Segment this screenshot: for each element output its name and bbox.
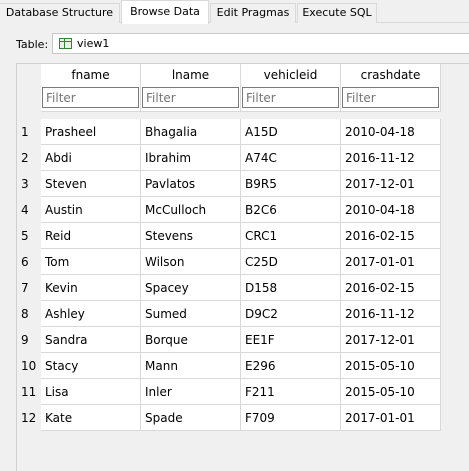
table-cell-vehicleid[interactable]: F709: [241, 405, 341, 431]
table-cell-lname[interactable]: McCulloch: [141, 197, 241, 223]
table-cell-lname[interactable]: Ibrahim: [141, 145, 241, 171]
row-number[interactable]: 3: [17, 171, 41, 197]
column-title: crashdate: [360, 68, 421, 82]
column-header-crashdate[interactable]: crashdate: [341, 64, 441, 112]
table-cell-crashdate[interactable]: 2016-11-12: [341, 301, 441, 327]
row-number[interactable]: 11: [17, 379, 41, 405]
row-number[interactable]: 8: [17, 301, 41, 327]
table-cell-fname[interactable]: Abdi: [41, 145, 141, 171]
row-number[interactable]: 10: [17, 353, 41, 379]
row-number[interactable]: 4: [17, 197, 41, 223]
column-title: lname: [171, 68, 210, 82]
table-cell-crashdate[interactable]: 2016-02-15: [341, 275, 441, 301]
table-cell-vehicleid[interactable]: D158: [241, 275, 341, 301]
row-number[interactable]: 7: [17, 275, 41, 301]
column-header-vehicleid[interactable]: vehicleid: [241, 64, 341, 112]
table-cell-lname[interactable]: Pavlatos: [141, 171, 241, 197]
table-icon: [59, 38, 72, 49]
tab-bar: Database Structure Browse Data Edit Prag…: [0, 0, 469, 24]
row-number[interactable]: 5: [17, 223, 41, 249]
table-cell-lname[interactable]: Stevens: [141, 223, 241, 249]
browse-data-panel: Table: view1 fname lname vehicleid crash…: [0, 23, 469, 471]
table-cell-vehicleid[interactable]: A74C: [241, 145, 341, 171]
table-cell-fname[interactable]: Austin: [41, 197, 141, 223]
table-cell-fname[interactable]: Reid: [41, 223, 141, 249]
table-cell-vehicleid[interactable]: B9R5: [241, 171, 341, 197]
table-cell-lname[interactable]: Bhagalia: [141, 119, 241, 145]
table-cell-lname[interactable]: Spade: [141, 405, 241, 431]
row-number[interactable]: 6: [17, 249, 41, 275]
table-cell-crashdate[interactable]: 2017-01-01: [341, 249, 441, 275]
table-cell-fname[interactable]: Ashley: [41, 301, 141, 327]
table-cell-crashdate[interactable]: 2010-04-18: [341, 197, 441, 223]
table-cell-crashdate[interactable]: 2010-04-18: [341, 119, 441, 145]
column-header-fname[interactable]: fname: [41, 64, 141, 112]
table-select-value: view1: [77, 37, 110, 50]
table-cell-fname[interactable]: Kevin: [41, 275, 141, 301]
table-cell-vehicleid[interactable]: CRC1: [241, 223, 341, 249]
table-cell-crashdate[interactable]: 2015-05-10: [341, 379, 441, 405]
table-cell-fname[interactable]: Stacy: [41, 353, 141, 379]
table-cell-fname[interactable]: Kate: [41, 405, 141, 431]
table-cell-crashdate[interactable]: 2015-05-10: [341, 353, 441, 379]
row-number[interactable]: 12: [17, 405, 41, 431]
column-title: fname: [71, 68, 110, 82]
filter-input-lname[interactable]: [142, 87, 239, 108]
column-header-lname[interactable]: lname: [141, 64, 241, 112]
table-cell-vehicleid[interactable]: E296: [241, 353, 341, 379]
table-cell-lname[interactable]: Wilson: [141, 249, 241, 275]
table-cell-fname[interactable]: Steven: [41, 171, 141, 197]
table-cell-lname[interactable]: Spacey: [141, 275, 241, 301]
table-cell-vehicleid[interactable]: C25D: [241, 249, 341, 275]
filter-input-crashdate[interactable]: [342, 87, 439, 108]
table-cell-fname[interactable]: Sandra: [41, 327, 141, 353]
table-cell-vehicleid[interactable]: F211: [241, 379, 341, 405]
table-cell-crashdate[interactable]: 2017-12-01: [341, 327, 441, 353]
table-cell-vehicleid[interactable]: A15D: [241, 119, 341, 145]
data-grid: fname lname vehicleid crashdate 1Prashee…: [16, 63, 469, 471]
grid-corner: [17, 64, 41, 112]
table-cell-fname[interactable]: Prasheel: [41, 119, 141, 145]
table-cell-lname[interactable]: Mann: [141, 353, 241, 379]
table-cell-crashdate[interactable]: 2017-01-01: [341, 405, 441, 431]
table-selector-bar: Table: view1: [0, 23, 469, 63]
filter-input-fname[interactable]: [42, 87, 139, 108]
row-number[interactable]: 1: [17, 119, 41, 145]
table-cell-fname[interactable]: Tom: [41, 249, 141, 275]
table-cell-crashdate[interactable]: 2016-02-15: [341, 223, 441, 249]
table-cell-lname[interactable]: Sumed: [141, 301, 241, 327]
table-cell-vehicleid[interactable]: EE1F: [241, 327, 341, 353]
tab-execute-sql[interactable]: Execute SQL: [297, 3, 377, 23]
table-cell-lname[interactable]: Inler: [141, 379, 241, 405]
row-number[interactable]: 9: [17, 327, 41, 353]
table-cell-vehicleid[interactable]: D9C2: [241, 301, 341, 327]
table-cell-vehicleid[interactable]: B2C6: [241, 197, 341, 223]
filter-input-vehicleid[interactable]: [242, 87, 339, 108]
table-cell-crashdate[interactable]: 2016-11-12: [341, 145, 441, 171]
table-label: Table:: [16, 38, 49, 51]
table-cell-crashdate[interactable]: 2017-12-01: [341, 171, 441, 197]
row-number[interactable]: 2: [17, 145, 41, 171]
tab-browse-data[interactable]: Browse Data: [121, 0, 209, 24]
tab-edit-pragmas[interactable]: Edit Pragmas: [210, 3, 296, 23]
column-title: vehicleid: [263, 68, 318, 82]
tab-database-structure[interactable]: Database Structure: [0, 3, 120, 23]
table-cell-fname[interactable]: Lisa: [41, 379, 141, 405]
table-cell-lname[interactable]: Borque: [141, 327, 241, 353]
table-select[interactable]: view1: [52, 33, 469, 54]
